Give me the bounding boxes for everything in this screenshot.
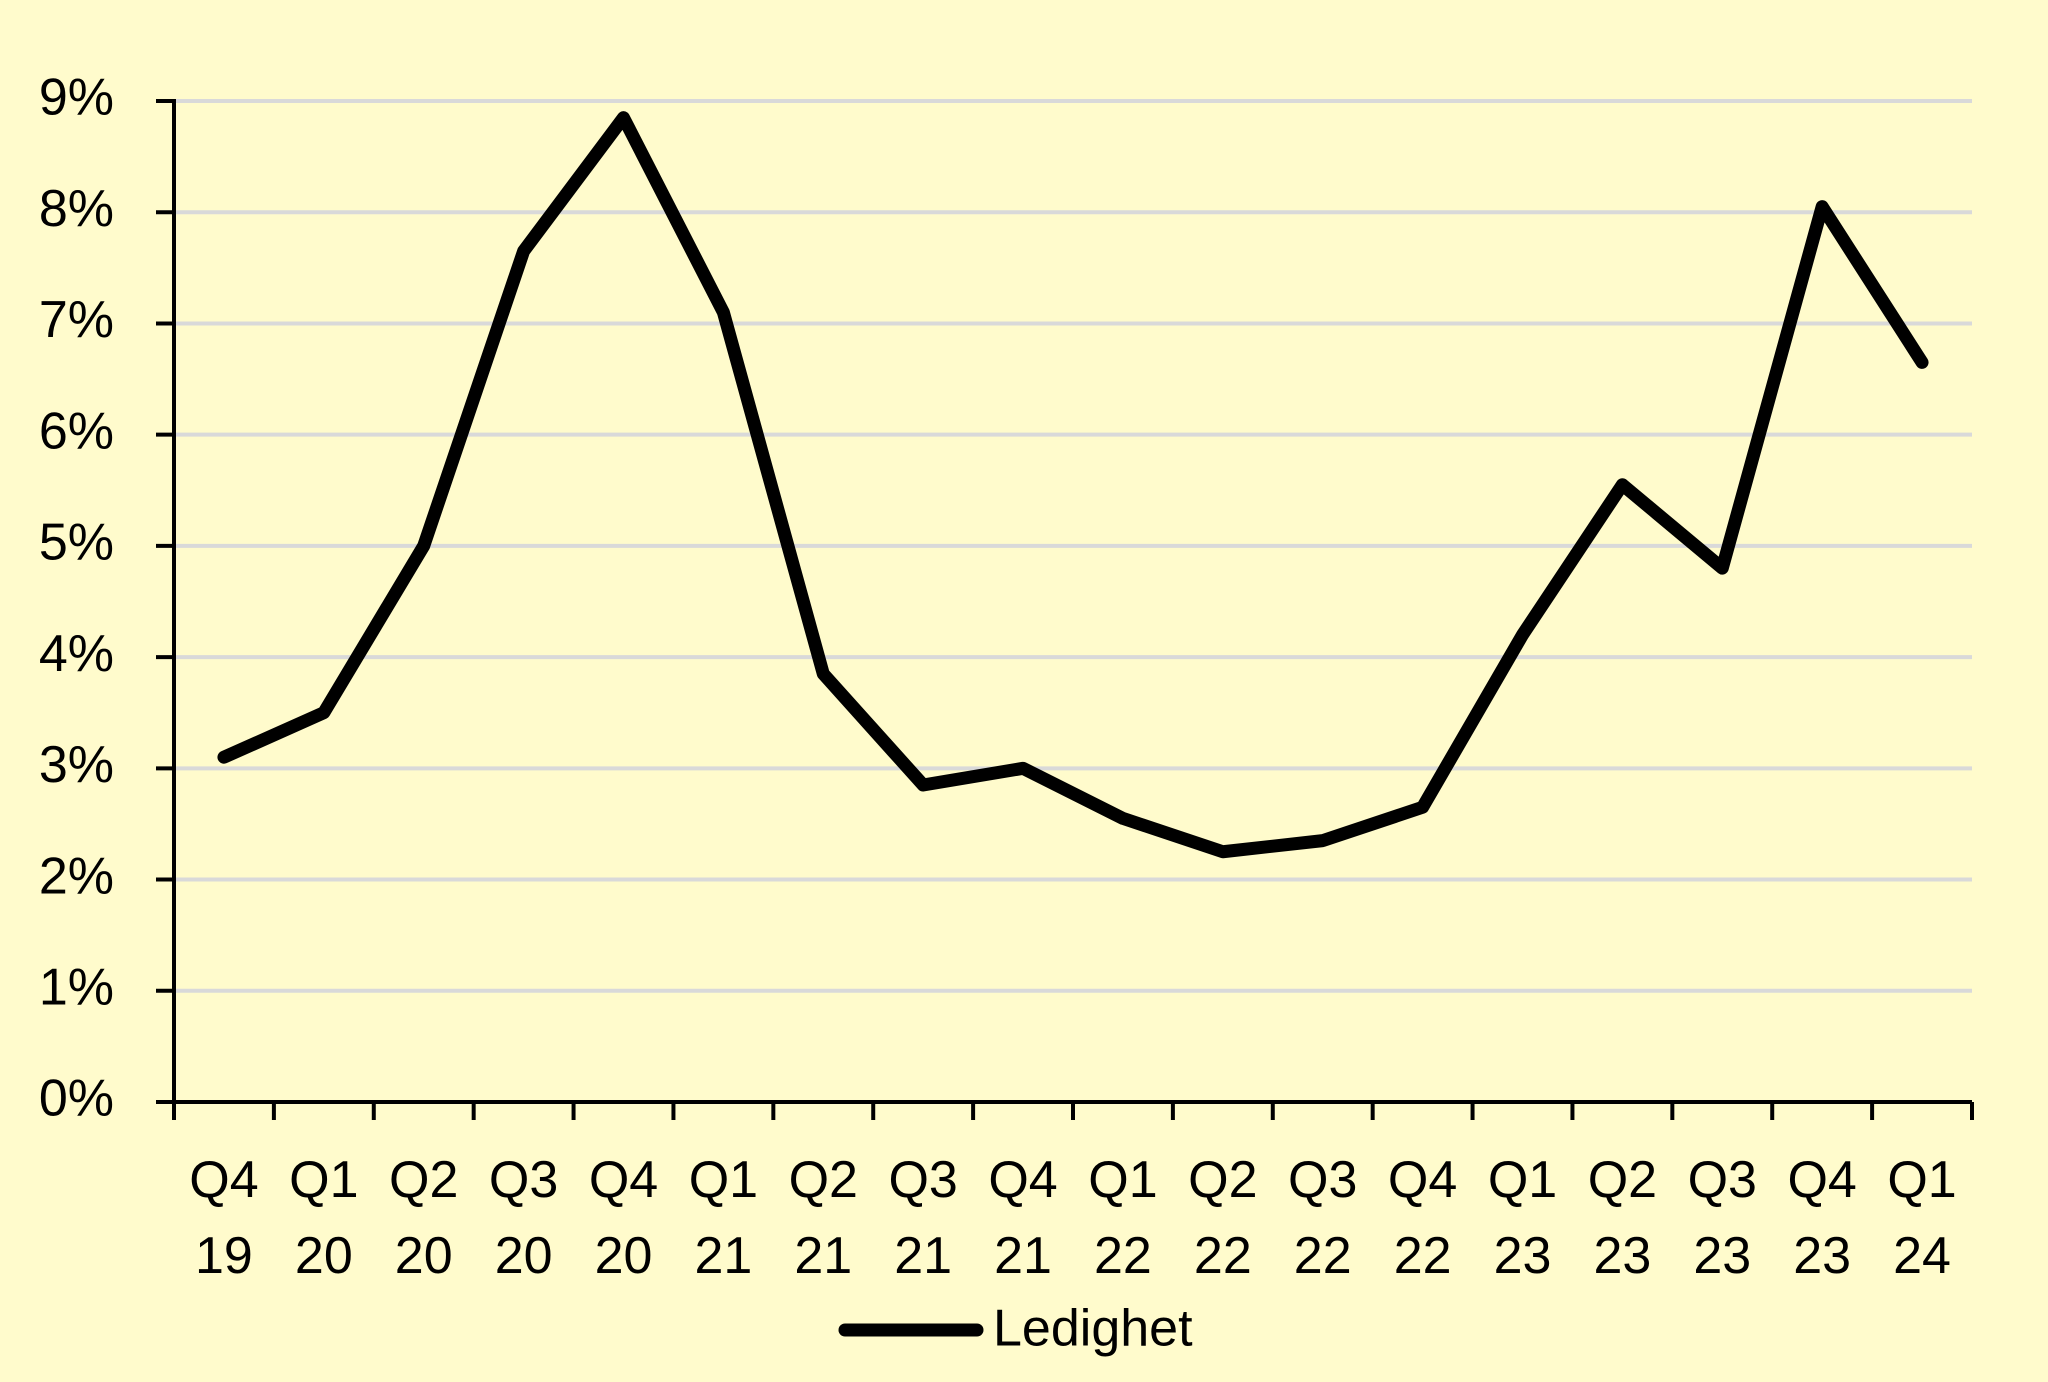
- x-tick-label: Q2 20: [389, 1151, 459, 1285]
- x-tick-label: Q2 23: [1587, 1151, 1658, 1285]
- x-tick-label: Q1 22: [1088, 1151, 1158, 1285]
- y-tick-label: 3%: [39, 736, 114, 794]
- y-tick-label: 5%: [39, 514, 114, 572]
- y-tick-label: 7%: [39, 291, 114, 349]
- x-tick-label: Q1 23: [1487, 1151, 1558, 1285]
- x-tick-label: Q3 21: [888, 1151, 958, 1285]
- x-tick-label: Q3 20: [488, 1151, 559, 1285]
- y-tick-label: 0%: [39, 1070, 114, 1128]
- x-tick-label: Q4 23: [1787, 1151, 1857, 1285]
- y-tick-label: 4%: [39, 625, 114, 683]
- x-tick-label: Q4 20: [588, 1151, 659, 1285]
- x-tick-label: Q3 22: [1288, 1151, 1358, 1285]
- x-tick-label: Q1 20: [289, 1151, 359, 1285]
- y-tick-label: 2%: [39, 847, 114, 905]
- x-tick-label: Q4 19: [189, 1151, 259, 1285]
- x-tick-label: Q1 21: [688, 1151, 759, 1285]
- data-line: [217, 111, 1929, 859]
- x-tick-label: Q1 24: [1887, 1151, 1957, 1285]
- legend-label: Ledighet: [993, 1300, 1193, 1358]
- y-tick-label: 9%: [39, 69, 114, 127]
- y-tick-label: 6%: [39, 402, 114, 460]
- x-tick-label: Q4 22: [1387, 1151, 1458, 1285]
- x-tick-label: Q4 21: [988, 1151, 1058, 1285]
- x-tick-label: Q2 21: [788, 1151, 858, 1285]
- x-tick-label: Q3 23: [1687, 1151, 1757, 1285]
- x-tick-label: Q2 22: [1188, 1151, 1258, 1285]
- y-tick-label: 8%: [39, 180, 114, 238]
- y-tick-label: 1%: [39, 959, 114, 1017]
